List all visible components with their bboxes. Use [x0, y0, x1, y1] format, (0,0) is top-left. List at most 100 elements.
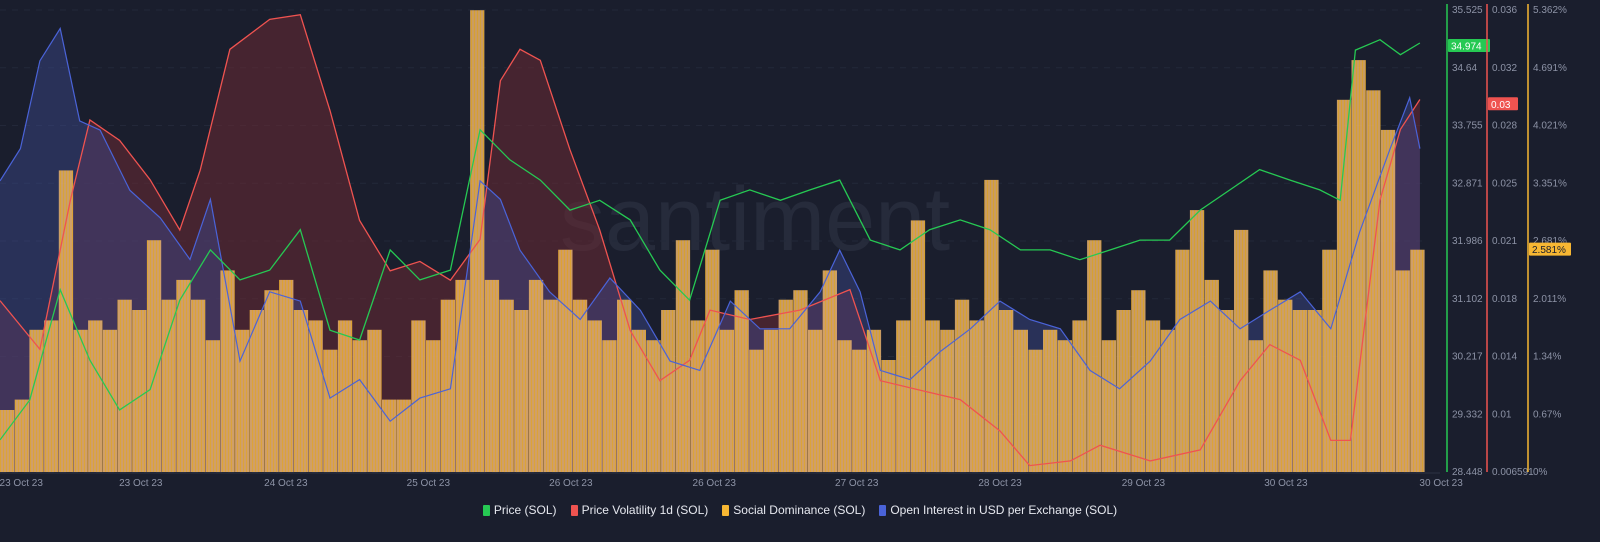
legend-label: Social Dominance (SOL) [733, 503, 866, 517]
social-dominance-bar [1116, 310, 1131, 472]
social-dominance-bar [1101, 340, 1117, 472]
social-dominance-bar [1395, 270, 1410, 472]
volatility-axis-tick-label: 0.018 [1492, 294, 1517, 305]
chart[interactable]: santiment 23 Oct 23 23 Oct 23 24 Oct 23 25 … [0, 0, 1600, 500]
social-current-value-badge [1529, 242, 1571, 256]
social-dominance-bar [1410, 249, 1425, 472]
social-dominance-bar [1234, 229, 1249, 472]
social-dominance-bar [1292, 310, 1308, 472]
social-dominance-bar [1072, 320, 1087, 472]
social-dominance-bar [1043, 329, 1058, 472]
social-dominance-bar [1380, 129, 1396, 472]
social-axis-tick-label: 3.351% [1533, 178, 1567, 189]
social-current-value: 2.581% [1532, 245, 1566, 256]
social-dominance-bar [661, 310, 676, 472]
social-dominance-bar [675, 240, 691, 472]
social-dominance-bar [308, 320, 323, 472]
social-dominance-bar [396, 399, 411, 472]
x-tick-label: 23 Oct 23 [0, 478, 43, 489]
social-dominance-bar [1322, 249, 1337, 472]
x-tick-label: 29 Oct 23 [1122, 478, 1166, 489]
price-line [0, 38, 1421, 441]
x-tick-label: 30 Oct 23 [1419, 478, 1463, 489]
social-axis-tick-label: 0% [1533, 467, 1548, 478]
social-dominance-bar [1248, 340, 1263, 472]
legend-label: Price (SOL) [493, 503, 557, 517]
social-dominance-bar [279, 279, 294, 472]
volatility-axis-tick-label: 0.036 [1492, 5, 1517, 16]
volatility-axis-tick-label: 0.014 [1492, 352, 1517, 363]
social-dominance-bar [220, 270, 235, 472]
volatility-axis-tick-label: 0.006591 [1492, 467, 1534, 478]
social-dominance-bar [293, 310, 309, 472]
social-dominance-bar [763, 329, 779, 472]
social-dominance-bar [1028, 349, 1043, 472]
legend-item-social-dominance[interactable]: Social Dominance (SOL) [722, 503, 865, 517]
social-dominance-bar [984, 179, 999, 472]
social-axis-tick-label: 0.67% [1533, 409, 1561, 420]
social-axis-tick-label: 5.362% [1533, 5, 1567, 16]
legend-swatch-social-dominance [722, 504, 730, 516]
social-dominance-bar [1013, 329, 1028, 472]
social-dominance-bar [249, 310, 264, 472]
social-dominance-bar [264, 290, 279, 472]
social-dominance-bar [514, 310, 529, 472]
social-dominance-bar [132, 310, 147, 472]
social-dominance-bar [1366, 90, 1381, 473]
social-dominance-bar [1175, 249, 1190, 472]
social-dominance-bar [940, 329, 955, 472]
legend-swatch-volatility [570, 504, 578, 516]
social-dominance-bar [58, 170, 74, 472]
social-dominance-bar [1263, 270, 1278, 472]
open-interest-line [0, 26, 1421, 423]
social-dominance-bar [528, 279, 544, 472]
legend-swatch-open-interest [879, 504, 887, 516]
social-dominance-bar [470, 10, 485, 472]
social-dominance-bar [690, 320, 705, 472]
social-dominance-bar [587, 320, 602, 472]
social-dominance-bar [499, 299, 514, 472]
social-dominance-bar [337, 320, 353, 472]
social-dominance-bar [705, 249, 720, 472]
legend-label: Price Volatility 1d (SOL) [581, 503, 709, 517]
social-dominance-bar [411, 320, 426, 472]
bar-layer [0, 10, 1425, 473]
legend-item-price[interactable]: Price (SOL) [482, 503, 557, 517]
social-dominance-bar [146, 240, 162, 472]
legend-item-volatility[interactable]: Price Volatility 1d (SOL) [570, 503, 709, 517]
social-dominance-bar [14, 399, 29, 472]
social-dominance-bar [161, 299, 176, 472]
volatility-line [0, 13, 1421, 467]
social-dominance-bar [1351, 60, 1366, 472]
social-dominance-bar [102, 329, 118, 472]
price-axis-tick-label: 31.102 [1452, 294, 1483, 305]
social-dominance-bar [1278, 299, 1293, 472]
social-dominance-bar [382, 399, 397, 472]
price-axis-tick-label: 34.64 [1452, 63, 1477, 74]
social-dominance-bar [793, 290, 808, 472]
volatility-axis-tick-label: 0.032 [1492, 63, 1517, 74]
social-dominance-bar [1204, 279, 1219, 472]
volatility-current-value: 0.03 [1491, 100, 1511, 111]
social-dominance-bar [367, 329, 382, 472]
x-tick-label: 27 Oct 23 [835, 478, 879, 489]
legend-swatch-price [482, 504, 490, 516]
social-axis-tick-label: 1.34% [1533, 352, 1561, 363]
social-axis-tick-label: 2.011% [1533, 294, 1566, 305]
legend-item-open-interest[interactable]: Open Interest in USD per Exchange (SOL) [879, 503, 1117, 517]
social-dominance-bar [352, 340, 367, 472]
social-axis-tick-label: 2.681% [1533, 236, 1567, 247]
price-axis-tick-label: 31.986 [1452, 236, 1483, 247]
social-dominance-bar [925, 320, 940, 472]
social-dominance-bar [1307, 310, 1322, 472]
social-dominance-bar [1160, 329, 1175, 472]
volatility-axis-tick-label: 0.028 [1492, 121, 1517, 132]
social-dominance-bar [719, 329, 735, 472]
price-current-value-badge [1448, 38, 1490, 52]
social-dominance-bar [572, 299, 588, 472]
social-dominance-bar [837, 340, 852, 472]
volatility-axis-tick-label: 0.025 [1492, 178, 1517, 189]
social-dominance-bar [235, 329, 250, 472]
price-axis-tick-label: 28.448 [1452, 467, 1483, 478]
watermark: santiment [560, 170, 950, 270]
